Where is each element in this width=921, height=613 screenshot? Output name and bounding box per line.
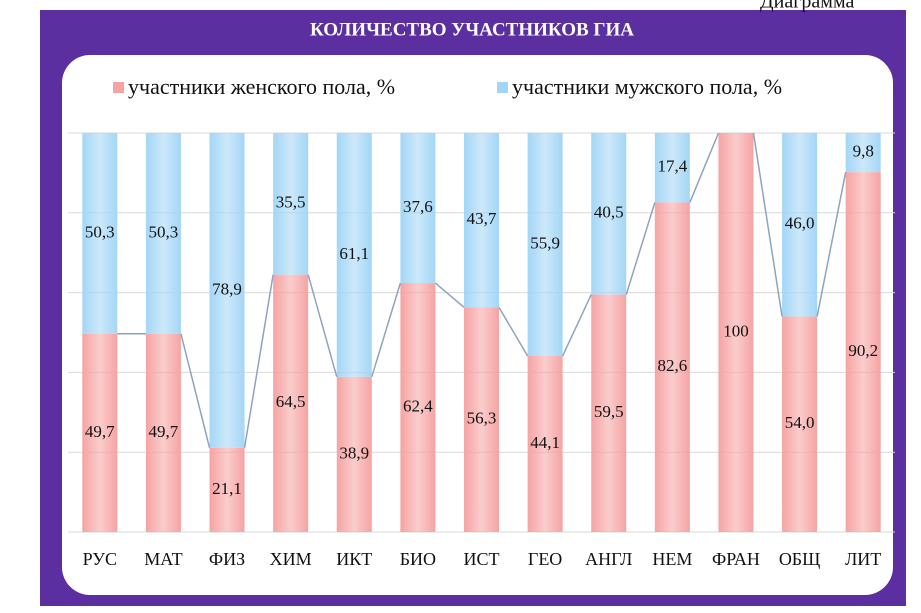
- data-label: 37,6: [403, 197, 433, 216]
- data-label: 62,4: [403, 396, 433, 415]
- bar-segment: [782, 316, 818, 532]
- series-line: [689, 132, 720, 203]
- bar-segment: [336, 376, 372, 532]
- x-tick-label: ИСТ: [464, 549, 500, 569]
- data-label: 46,0: [785, 214, 815, 233]
- x-tick-label: ХИМ: [270, 549, 312, 569]
- data-label: 43,7: [467, 209, 497, 228]
- bar-segment: [591, 133, 627, 295]
- legend-swatch: [113, 82, 124, 93]
- series-line: [180, 333, 211, 448]
- bar-segment: [527, 356, 563, 532]
- x-tick-label: ЛИТ: [845, 549, 881, 569]
- legend-label: участники женского пола, %: [128, 74, 395, 99]
- bar-segment: [400, 133, 436, 284]
- data-label: 56,3: [467, 409, 497, 428]
- series-line: [752, 132, 783, 317]
- bar-segment: [145, 333, 181, 532]
- series-line: [307, 274, 338, 377]
- x-tick-label: МАТ: [144, 549, 182, 569]
- data-label: 40,5: [594, 203, 624, 222]
- data-label: 44,1: [530, 433, 560, 452]
- data-label: 50,3: [85, 222, 115, 241]
- series-line: [434, 282, 465, 308]
- bar-segment: [82, 333, 118, 532]
- data-label: 35,5: [276, 193, 306, 212]
- x-tick-label: ИКТ: [336, 549, 372, 569]
- bar-segment: [718, 133, 754, 532]
- x-tick-label: НЕМ: [652, 549, 692, 569]
- x-tick-label: АНГЛ: [585, 549, 632, 569]
- bar-segment: [845, 133, 881, 173]
- bar-segment: [336, 133, 372, 377]
- x-tick-label: ГЕО: [528, 549, 562, 569]
- series-line: [371, 282, 402, 378]
- data-label: 78,9: [212, 279, 242, 298]
- bar-segment: [654, 133, 690, 203]
- data-label: 49,7: [149, 422, 179, 441]
- data-label: 50,3: [149, 222, 179, 241]
- bar-segment: [273, 133, 309, 275]
- data-label: 17,4: [657, 157, 687, 176]
- corner-bg: [700, 0, 921, 10]
- series-line: [816, 171, 847, 317]
- bar-segment: [654, 202, 690, 532]
- bar-segment: [209, 447, 245, 532]
- data-label: 59,5: [594, 402, 624, 421]
- data-label: 100: [723, 321, 749, 340]
- bar-segment: [591, 294, 627, 532]
- bar-segment: [209, 133, 245, 448]
- bar-segment: [782, 133, 818, 317]
- data-label: 61,1: [339, 244, 369, 263]
- bar-segment: [464, 133, 499, 308]
- data-label: 49,7: [85, 422, 115, 441]
- data-label: 55,9: [530, 233, 560, 252]
- bar-segment: [82, 133, 118, 334]
- data-label: 21,1: [212, 479, 242, 498]
- data-label: 38,9: [339, 443, 369, 462]
- bar-segment: [464, 307, 499, 532]
- legend-label: участники мужского пола, %: [512, 74, 782, 99]
- data-label: 90,2: [848, 341, 878, 360]
- data-label: 64,5: [276, 392, 306, 411]
- bar-segment: [273, 274, 309, 532]
- bar-segment: [527, 133, 563, 357]
- x-tick-label: БИО: [400, 549, 436, 569]
- data-label: 82,6: [657, 356, 687, 375]
- series-line: [243, 274, 274, 448]
- x-tick-label: ФИЗ: [209, 549, 245, 569]
- x-tick-label: РУС: [83, 549, 117, 569]
- chart-title: КОЛИЧЕСТВО УЧАСТНИКОВ ГИА: [310, 19, 634, 40]
- series-line: [498, 306, 529, 357]
- x-tick-label: ФРАН: [712, 549, 760, 569]
- bar-segment: [400, 283, 436, 532]
- series-line: [561, 294, 592, 357]
- corner-text: Диаграмма: [760, 0, 854, 13]
- series-line: [625, 202, 656, 295]
- legend-swatch: [497, 82, 508, 93]
- bar-segment: [845, 172, 881, 533]
- bar-segment: [145, 133, 181, 334]
- data-label: 54,0: [785, 413, 815, 432]
- data-label: 9,8: [853, 141, 874, 160]
- x-tick-label: ОБЩ: [779, 549, 821, 569]
